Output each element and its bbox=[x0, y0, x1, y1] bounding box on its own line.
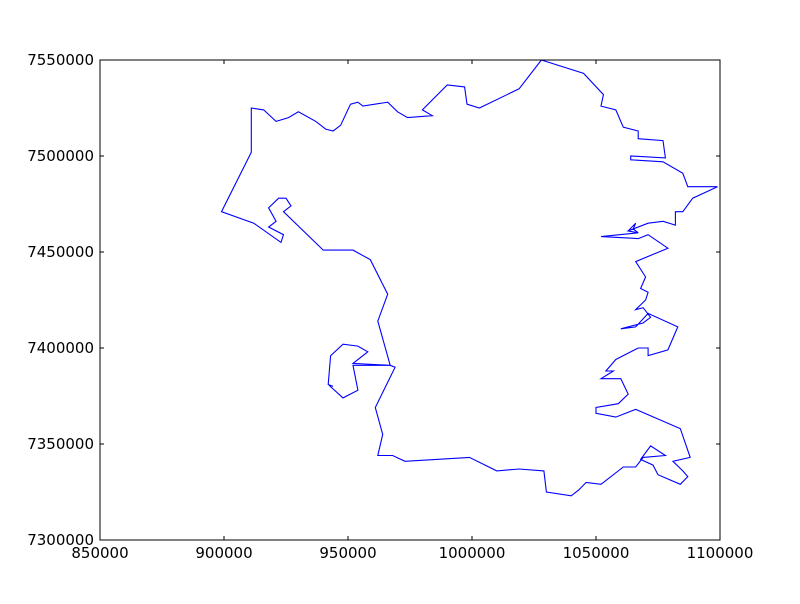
y-tick-label: 7450000 bbox=[27, 243, 94, 261]
axes-frame bbox=[99, 59, 721, 541]
x-tick-label: 1000000 bbox=[439, 544, 506, 562]
y-tick-label: 7500000 bbox=[27, 147, 94, 165]
x-tick-label: 850000 bbox=[71, 544, 128, 562]
x-tick-label: 1050000 bbox=[563, 544, 630, 562]
x-tick-label: 900000 bbox=[195, 544, 252, 562]
x-tick-label: 950000 bbox=[319, 544, 376, 562]
axes-background bbox=[100, 60, 720, 540]
y-tick-label: 7550000 bbox=[27, 51, 94, 69]
y-tick-label: 7400000 bbox=[27, 339, 94, 357]
series-layer bbox=[220, 59, 718, 497]
tick-labels-layer: 850000 900000 950000 1000000 1050000 1100000 7… bbox=[27, 51, 753, 562]
y-tick-label: 7300000 bbox=[27, 531, 94, 549]
x-tick-label: 1100000 bbox=[687, 544, 754, 562]
boundary-line bbox=[220, 59, 718, 497]
y-tick-label: 7350000 bbox=[27, 435, 94, 453]
